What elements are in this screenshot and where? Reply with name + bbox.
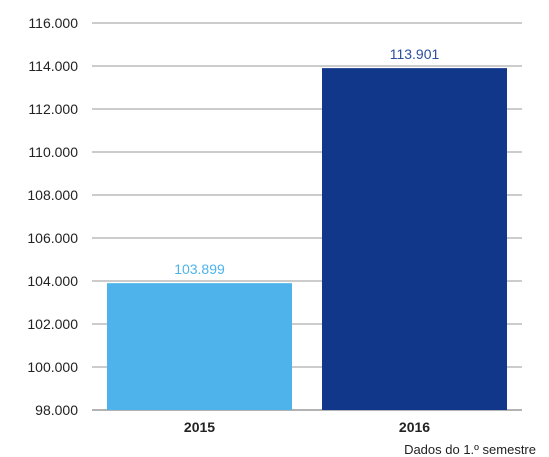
x-axis: 2015 2016 [184,419,430,435]
y-tick-label: 108.000 [27,187,78,203]
x-tick-label-2015: 2015 [184,419,215,435]
data-label-2015: 103.899 [174,261,225,277]
y-tick-label: 100.000 [27,359,78,375]
y-tick-label: 102.000 [27,316,78,332]
y-tick-label: 106.000 [27,230,78,246]
y-tick-label: 98.000 [35,402,78,418]
y-tick-label: 116.000 [28,15,78,31]
y-axis: 98.000 100.000 102.000 104.000 106.000 108.00… [27,15,78,418]
bar-2015 [107,283,292,410]
y-tick-label: 104.000 [27,273,78,289]
data-label-2016: 113.901 [390,46,440,62]
bar-2016 [322,68,507,410]
x-tick-label-2016: 2016 [399,419,430,435]
footnote: Dados do 1.º semestre [404,442,536,457]
y-tick-label: 110.000 [28,144,78,160]
bars: 103.899 113.901 [107,46,507,410]
y-tick-label: 114.000 [28,58,78,74]
y-tick-label: 112.000 [28,101,78,117]
